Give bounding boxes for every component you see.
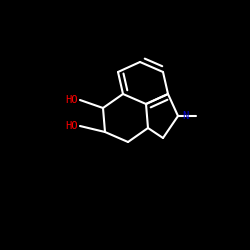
- Text: HO: HO: [66, 95, 78, 105]
- Text: HO: HO: [66, 121, 78, 131]
- Text: N: N: [182, 111, 188, 121]
